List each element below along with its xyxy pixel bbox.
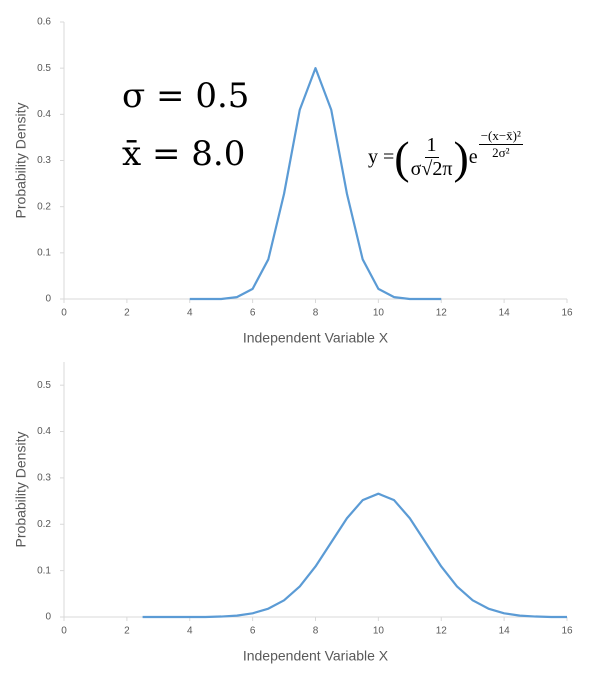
x-tick-label: 14 — [499, 308, 511, 319]
y-tick-label: 0.4 — [37, 426, 51, 437]
x-tick-label: 12 — [436, 626, 448, 637]
mean-annotation: x̄ = 8.0 — [122, 134, 246, 174]
y-tick-label: 0.5 — [37, 63, 51, 74]
exp-numerator: −(x−x̄)² — [478, 128, 523, 145]
denominator: σ√2π — [410, 158, 453, 180]
x-tick-label: 4 — [187, 308, 193, 319]
data-line — [189, 67, 442, 301]
y-tick-label: 0.3 — [37, 155, 51, 166]
paren: ( — [394, 131, 410, 183]
formula: y = ( 1 σ√2π ) e −(x−x̄)² 2σ² — [368, 128, 524, 183]
fraction: 1 σ√2π — [411, 134, 453, 181]
x-tick-label: 14 — [499, 626, 511, 637]
y-tick-label: 0.4 — [37, 109, 51, 120]
x-tick-label: 2 — [124, 626, 130, 637]
x-tick-label: 6 — [250, 308, 256, 319]
base: e — [468, 146, 478, 168]
paren: ) — [453, 131, 469, 183]
x-axis-title: Independent Variable X — [243, 648, 389, 664]
y-tick-label: 0.6 — [37, 17, 51, 28]
numerator: 1 — [424, 134, 439, 158]
data-line — [142, 492, 567, 619]
y-tick-label: 0.1 — [37, 565, 51, 576]
exp-denominator: 2σ² — [492, 145, 510, 160]
x-axis-title: Independent Variable X — [243, 330, 389, 346]
y-tick-label: 0 — [45, 294, 51, 305]
formula-lhs: y = — [368, 146, 395, 168]
x-tick-label: 16 — [561, 308, 573, 319]
y-tick-label: 0.5 — [37, 380, 51, 391]
x-tick-label: 12 — [436, 308, 448, 319]
y-tick-label: 0.2 — [37, 201, 51, 212]
x-tick-label: 6 — [250, 626, 256, 637]
x-tick-label: 16 — [561, 626, 573, 637]
y-tick-label: 0.3 — [37, 473, 51, 484]
x-tick-label: 2 — [124, 308, 130, 319]
x-tick-label: 10 — [373, 308, 385, 319]
y-axis-title: Probability Density — [13, 432, 29, 548]
y-axis-title: Probability Density — [13, 103, 29, 219]
exponent: −(x−x̄)² 2σ² — [478, 128, 523, 161]
x-tick-label: 8 — [313, 308, 319, 319]
x-tick-label: 0 — [61, 308, 67, 319]
y-tick-label: 0.2 — [37, 519, 51, 530]
x-tick-label: 8 — [313, 626, 319, 637]
x-tick-label: 4 — [187, 626, 193, 637]
x-tick-label: 10 — [373, 626, 385, 637]
y-tick-label: 0.1 — [37, 247, 51, 258]
x-tick-label: 0 — [61, 626, 67, 637]
y-tick-label: 0 — [45, 612, 51, 623]
sigma-annotation: σ = 0.5 — [122, 76, 250, 116]
